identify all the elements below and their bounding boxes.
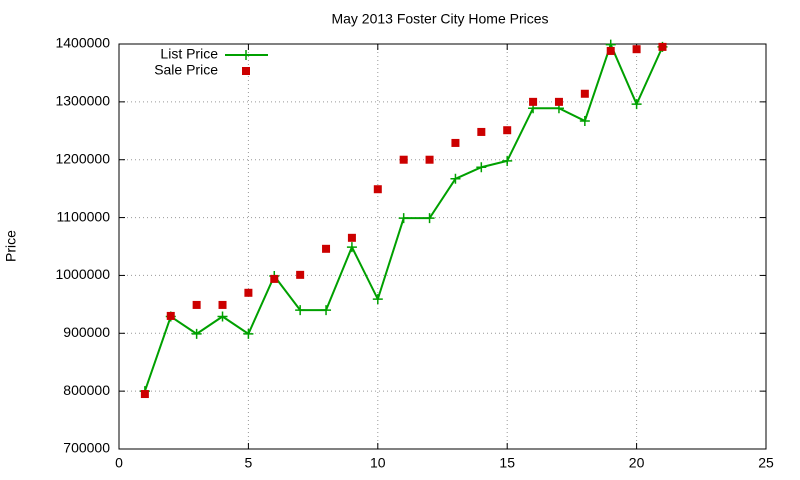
point-marker [631, 99, 642, 110]
point-marker [372, 294, 383, 305]
point-marker [296, 270, 305, 279]
point-marker [606, 46, 615, 55]
x-tick-label: 10 [370, 455, 386, 471]
x-tick-label: 25 [758, 455, 774, 471]
point-marker [529, 97, 538, 106]
point-marker [424, 213, 435, 224]
point-marker [425, 155, 434, 164]
point-marker [450, 173, 461, 184]
chart-title: May 2013 Foster City Home Prices [331, 11, 548, 27]
point-marker [398, 213, 409, 224]
y-tick-label: 1100000 [57, 208, 111, 224]
point-marker [503, 126, 512, 135]
y-tick-label: 1400000 [55, 35, 110, 51]
y-tick-label: 1000000 [55, 266, 110, 282]
legend-label: Sale Price [154, 62, 218, 78]
point-marker [347, 233, 356, 242]
point-marker [295, 305, 306, 316]
point-marker [322, 244, 331, 253]
point-marker [632, 45, 641, 54]
point-marker [321, 305, 332, 316]
point-marker [502, 155, 513, 166]
x-tick-label: 0 [115, 455, 123, 471]
point-marker [451, 138, 460, 147]
point-marker [658, 42, 667, 51]
point-marker [554, 97, 563, 106]
x-tick-label: 15 [499, 455, 515, 471]
point-marker [579, 115, 590, 126]
y-tick-label: 900000 [63, 324, 110, 340]
point-marker [477, 127, 486, 136]
point-marker [373, 185, 382, 194]
point-marker [217, 311, 228, 322]
legend-swatch [242, 67, 250, 75]
point-marker [192, 300, 201, 309]
legend-label: List Price [160, 46, 218, 62]
legend-swatch [241, 50, 251, 60]
point-marker [580, 89, 589, 98]
point-marker [191, 328, 202, 339]
point-marker [399, 155, 408, 164]
y-tick-label: 700000 [63, 440, 110, 456]
point-marker [244, 288, 253, 297]
x-tick-label: 20 [629, 455, 645, 471]
point-marker [166, 311, 175, 320]
point-marker [346, 242, 357, 253]
point-marker [218, 300, 227, 309]
y-axis-label: Price [3, 230, 19, 262]
point-marker [270, 274, 279, 283]
point-marker [140, 390, 149, 399]
y-tick-label: 800000 [63, 382, 110, 398]
x-tick-label: 5 [245, 455, 253, 471]
y-tick-label: 1200000 [55, 150, 110, 166]
point-marker [476, 162, 487, 173]
y-tick-label: 1300000 [55, 93, 110, 109]
point-marker [243, 328, 254, 339]
plot-frame [118, 43, 767, 450]
